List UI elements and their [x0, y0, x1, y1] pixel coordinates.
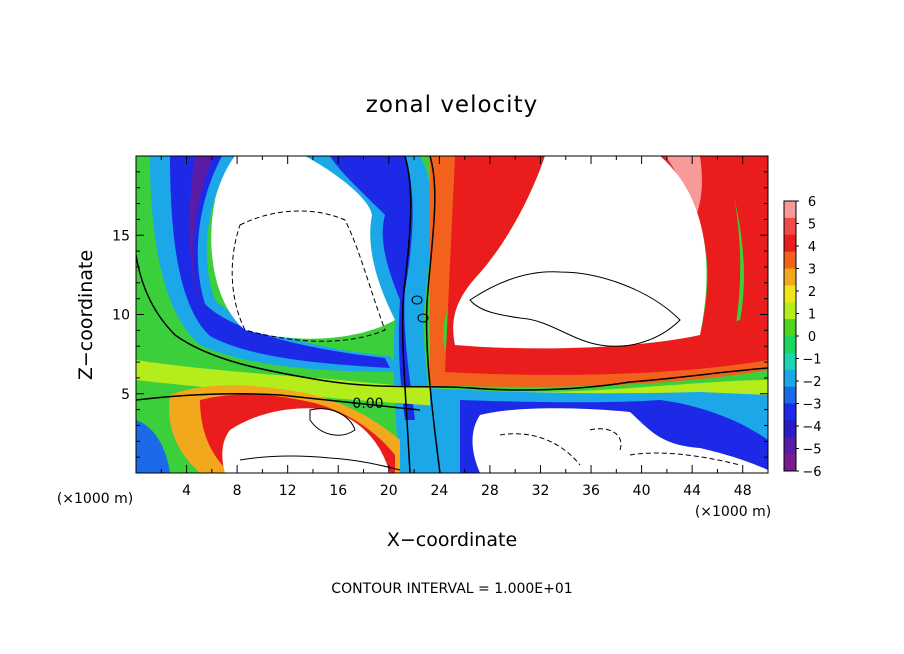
contour-interval-note: CONTOUR INTERVAL = 1.000E+01: [331, 581, 572, 597]
contour-label: 0.00: [352, 396, 383, 412]
contour-solid-lower: [309, 408, 356, 436]
x-tick-label: 36: [582, 483, 600, 499]
colorbar-swatch: [784, 285, 796, 303]
contour-zero-lower: [136, 393, 421, 411]
colorbar: 6 5 4 3 2 1 0 −1 −2 −3 −4 −5 −6: [783, 195, 822, 480]
contour-solid-bottom: [239, 455, 401, 471]
contour-zero-right: [401, 156, 412, 473]
field-band-left-jet-core: [170, 156, 390, 368]
contour-solid-right: [469, 271, 681, 347]
y-axis: 5 10 15: [112, 171, 768, 458]
x-unit-label-right: (×1000 m): [695, 504, 771, 520]
x-tick-label: 48: [734, 483, 752, 499]
colorbar-swatch: [784, 251, 796, 269]
colorbar-label: −1: [802, 353, 821, 368]
colorbar-label: 4: [808, 240, 816, 255]
colorbar-label: −4: [802, 420, 821, 435]
field-band-right-red: [445, 156, 768, 375]
chart-title: zonal velocity: [366, 92, 538, 118]
colorbar-swatch: [784, 386, 796, 404]
colorbar-swatch: [784, 234, 796, 253]
colorbar-swatch: [784, 437, 796, 455]
x-tick-label: 32: [532, 483, 550, 499]
y-tick-label: 5: [121, 387, 130, 403]
colorbar-label: −5: [802, 443, 821, 458]
colorbar-label: 3: [808, 263, 816, 278]
contour-lines: [136, 156, 768, 473]
x-tick-label: 12: [279, 483, 297, 499]
x-tick-label: 8: [233, 483, 242, 499]
x-tick-label: 20: [380, 483, 398, 499]
colorbar-swatch: [784, 201, 796, 219]
field-band-left-jet-edge: [189, 156, 214, 302]
colorbar-label: 5: [808, 218, 816, 233]
colorbar-label: −3: [802, 398, 821, 413]
y-tick-label: 15: [112, 228, 130, 244]
x-tick-label: 24: [430, 483, 448, 499]
x-tick-label: 40: [633, 483, 651, 499]
contour-zero-center: [425, 156, 441, 473]
colorbar-label: 0: [808, 330, 816, 345]
field-white-right: [453, 156, 707, 349]
colorbar-label: 1: [808, 308, 816, 323]
colorbar-swatch: [784, 352, 796, 371]
colorbar-swatch: [784, 403, 796, 421]
x-axis: 4 8 12 16 20 24 28 32 36 40 44 48: [160, 156, 752, 499]
colorbar-swatch: [784, 268, 796, 286]
colorbar-swatch: [784, 302, 796, 320]
x-tick-label: 28: [481, 483, 499, 499]
colorbar-label: 2: [808, 285, 816, 300]
x-unit-label-left: (×1000 m): [57, 491, 133, 507]
x-tick-label: 16: [329, 483, 347, 499]
y-axis-label: Z−coordinate: [75, 250, 97, 380]
field-band-center-jet-core: [330, 156, 415, 420]
x-tick-label: 44: [683, 483, 701, 499]
x-tick-label: 4: [182, 483, 191, 499]
colorbar-swatch: [784, 217, 796, 236]
contour-dashed-left: [231, 210, 386, 342]
contour-small-loop-2: [417, 313, 429, 323]
colorbar-swatch: [784, 336, 796, 354]
plot-area: [136, 156, 768, 473]
contour-small-loop-1: [411, 295, 423, 305]
colorbar-swatch: [784, 420, 796, 438]
colorbar-label: −6: [802, 465, 821, 480]
colorbar-label: −2: [802, 375, 821, 390]
x-axis-label: X−coordinate: [387, 529, 517, 551]
field-band-bottom-left-blue: [136, 420, 170, 473]
contour-zero-main: [136, 254, 768, 391]
contour-dashed-bottom: [499, 428, 741, 466]
field-band-upper-right-red: [660, 156, 741, 335]
y-tick-label: 10: [112, 308, 130, 324]
colorbar-label: 6: [808, 195, 816, 210]
colorbar-swatch: [784, 454, 796, 472]
colorbar-swatch: [784, 319, 796, 337]
field-white-left: [211, 156, 395, 339]
colorbar-swatch: [784, 369, 796, 388]
